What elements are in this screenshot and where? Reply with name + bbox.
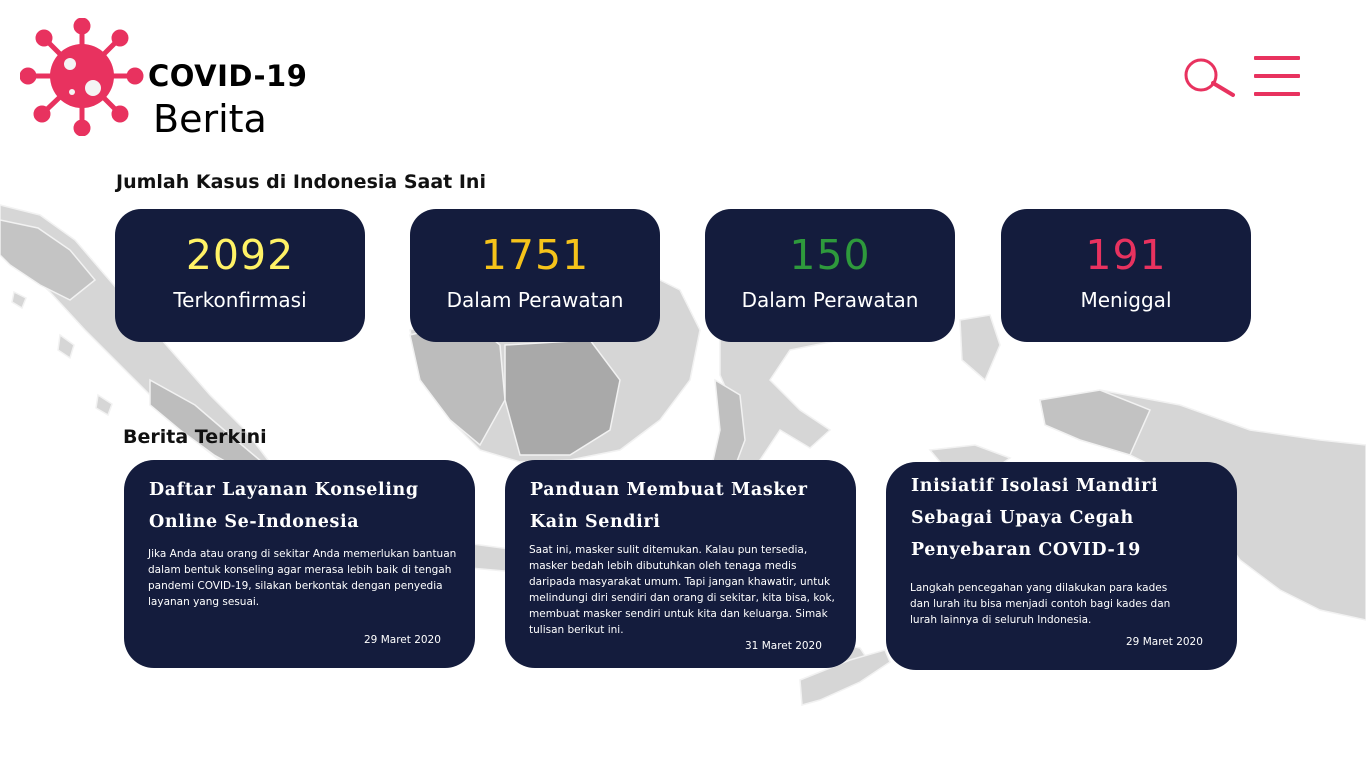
news-body: Langkah pencegahan yang dilakukan para k… — [910, 582, 1171, 626]
hamburger-menu-icon — [1254, 56, 1300, 60]
news-date: 29 Maret 2020 — [1126, 636, 1203, 648]
news-title[interactable]: Daftar Layanan Konseling Online Se-Indon… — [149, 480, 419, 532]
stat-label: Terkonfirmasi — [173, 288, 307, 312]
map-maluku-1 — [959, 314, 1001, 382]
cases-section-title: Jumlah Kasus di Indonesia Saat Ini — [116, 171, 486, 193]
news-card[interactable]: Inisiatif Isolasi Mandiri Sebagai Upaya … — [886, 462, 1237, 670]
menu-button[interactable] — [1254, 56, 1300, 98]
news-card[interactable]: Panduan Membuat Masker Kain Sendiri Saat… — [505, 460, 856, 668]
stat-card-confirmed: 2092 Terkonfirmasi — [115, 209, 365, 342]
stat-card-recovered: 150 Dalam Perawatan — [705, 209, 955, 342]
logo-subtitle: Berita — [153, 97, 267, 141]
news-title[interactable]: Inisiatif Isolasi Mandiri Sebagai Upaya … — [911, 476, 1159, 560]
stat-card-deaths: 191 Meniggal — [1001, 209, 1251, 342]
logo-title: COVID-19 — [148, 59, 308, 93]
search-icon — [1184, 58, 1235, 97]
stat-value: 1751 — [480, 231, 590, 279]
news-section-title: Berita Terkini — [123, 426, 267, 448]
stat-label: Meniggal — [1080, 288, 1172, 312]
news-body: Saat ini, masker sulit ditemukan. Kalau … — [529, 544, 835, 636]
site-logo[interactable]: COVID-19 Berita — [20, 18, 310, 138]
news-date: 31 Maret 2020 — [745, 640, 822, 652]
map-island-3 — [95, 393, 113, 417]
news-body: Jika Anda atau orang di sekitar Anda mem… — [148, 548, 457, 608]
map-island-2 — [57, 333, 75, 360]
map-papua-west — [1039, 389, 1152, 456]
stat-value: 2092 — [185, 231, 295, 279]
stat-value: 150 — [789, 231, 871, 279]
stat-label: Dalam Perawatan — [741, 288, 919, 312]
news-title[interactable]: Panduan Membuat Masker Kain Sendiri — [530, 480, 808, 532]
stat-value: 191 — [1085, 231, 1167, 279]
coronavirus-icon — [20, 18, 144, 136]
map-sumatra-north — [0, 219, 97, 301]
news-card[interactable]: Daftar Layanan Konseling Online Se-Indon… — [124, 460, 475, 668]
map-kalimantan-central — [504, 339, 621, 456]
map-timor — [799, 649, 891, 706]
stat-label: Dalam Perawatan — [446, 288, 624, 312]
news-date: 29 Maret 2020 — [364, 634, 441, 646]
stat-card-treatment: 1751 Dalam Perawatan — [410, 209, 660, 342]
map-island-1 — [11, 290, 27, 310]
search-button[interactable] — [1182, 56, 1236, 100]
